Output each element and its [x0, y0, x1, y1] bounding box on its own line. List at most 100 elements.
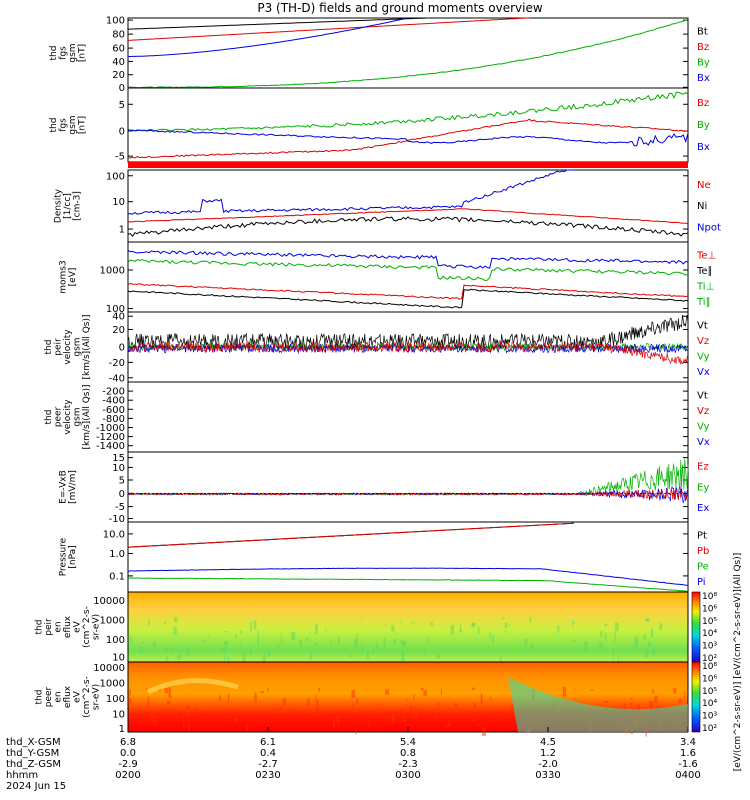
- spectrogram-streak: [406, 698, 408, 701]
- spectrogram-streak: [383, 638, 386, 648]
- y-tick-label: 15: [112, 453, 125, 464]
- spectrogram-streak: [349, 654, 353, 658]
- legend-entry: Ey: [697, 482, 709, 493]
- spectrogram-streak: [155, 716, 157, 726]
- y-tick-label: 5: [119, 100, 125, 111]
- legend-entry: Bz: [697, 98, 709, 109]
- spectrogram-streak: [309, 651, 313, 661]
- spectrogram-streak: [508, 624, 511, 627]
- spectrogram-streak: [173, 626, 177, 636]
- panel-ylabel-line: Pressure: [58, 537, 68, 576]
- y-tick-label: -600: [102, 405, 125, 416]
- spectrogram-streak: [130, 637, 133, 644]
- series-line: [127, 485, 689, 504]
- y-tick-label: 0.1: [109, 571, 125, 582]
- spectrogram-streak: [253, 620, 257, 630]
- spectrogram-streak: [233, 718, 236, 721]
- panel-ylabel-line: [mV/m]: [68, 470, 78, 504]
- spectrogram-streak: [400, 639, 403, 644]
- panel-ylabel-line: thd: [44, 410, 54, 425]
- legend-entry: Bt: [697, 27, 708, 38]
- spectrogram-streak: [298, 640, 303, 646]
- spectrogram-streak: [361, 643, 363, 654]
- spectrogram-streak: [399, 621, 402, 623]
- spectrogram-streak: [436, 652, 441, 659]
- spectrogram-streak: [393, 638, 397, 645]
- spectrogram-streak: [604, 632, 607, 642]
- y-tick-label: -40: [109, 373, 125, 384]
- panel-ylabel-line: en: [54, 621, 64, 632]
- panel-ylabel-line: gsm: [73, 407, 83, 426]
- mode-bar: [128, 162, 688, 168]
- spectrogram-streak: [645, 618, 649, 622]
- spectrogram-streak: [420, 687, 424, 691]
- series-line: [127, 458, 689, 497]
- spectrogram-streak: [644, 647, 649, 658]
- panel-ylabel-line: (cm^2-s-: [82, 676, 92, 718]
- legend-entry: Vy: [697, 422, 710, 433]
- spectrogram-streak: [427, 636, 430, 644]
- spectrogram-streak: [654, 695, 658, 704]
- panel-ylabel-line: thd: [35, 620, 45, 635]
- panel-ylabel-line: thd: [44, 340, 54, 355]
- spectrogram-streak: [651, 647, 656, 655]
- spectrogram-streak: [623, 706, 626, 708]
- y-tick-label: 40: [112, 57, 125, 68]
- series-line: [127, 577, 689, 592]
- spectrogram-streak: [629, 702, 633, 706]
- spectrogram-streak: [157, 716, 160, 719]
- y-tick-label: 10: [112, 197, 125, 208]
- spectrogram-streak: [202, 639, 205, 643]
- spectrogram-streak: [257, 636, 260, 646]
- spectrogram-streak: [292, 708, 296, 710]
- y-tick-label: 0: [119, 343, 125, 354]
- panel-ylabel-line: peer: [44, 686, 54, 707]
- series-line: [127, 169, 574, 215]
- legend-entry: Bx: [697, 73, 710, 84]
- series-line: [127, 488, 689, 501]
- spectrogram-streak: [678, 698, 683, 704]
- x-row-label: thd_Y-GSM: [6, 748, 59, 759]
- y-tick-label: 0: [119, 126, 125, 137]
- spectrogram-streak: [375, 643, 378, 652]
- y-tick-label: 60: [112, 44, 125, 55]
- spectrogram-streak: [128, 697, 132, 704]
- spectrogram-streak: [391, 713, 395, 724]
- panel-ylabel-line: peir: [44, 618, 54, 636]
- spectrogram-streak: [459, 628, 463, 633]
- colorbar-tick-label: 10⁵: [702, 617, 717, 627]
- colorbar-tick-label: 10³: [702, 642, 717, 652]
- panel-ylabel-line: eV: [73, 690, 83, 703]
- series-line: [127, 216, 689, 238]
- y-tick-label: -1400: [96, 441, 125, 452]
- spectrogram-streak: [368, 719, 370, 727]
- x-tick-label: 6.1: [260, 737, 276, 748]
- spectrogram-streak: [280, 706, 283, 714]
- panel-ylabel-line: Density: [54, 188, 64, 223]
- spectrogram-streak: [574, 687, 576, 689]
- spectrogram-streak: [359, 618, 363, 620]
- spectrogram-region: [508, 677, 688, 732]
- spectrogram-streak: [401, 641, 406, 648]
- spectrogram-streak: [174, 616, 178, 623]
- spectrogram-streak: [356, 634, 358, 643]
- series-line: [127, 118, 689, 159]
- spectrogram-streak: [491, 635, 495, 643]
- colorbar-tick-label: 10²: [702, 724, 717, 734]
- legend-entry: Vt: [697, 321, 708, 332]
- x-tick-label: 5.4: [400, 737, 416, 748]
- x-tick-label: 0300: [395, 770, 420, 781]
- spectrogram-streak: [186, 712, 191, 717]
- series-line: [128, 18, 689, 89]
- series-line: [127, 249, 689, 269]
- spectrogram-streak: [562, 686, 566, 697]
- spectrogram-streak: [423, 690, 427, 696]
- spectrogram-streak: [471, 719, 475, 722]
- legend-entry: Ti∥: [696, 297, 711, 308]
- spectrogram-streak: [227, 693, 230, 703]
- spectrogram-streak: [186, 646, 189, 656]
- y-tick-label: 100: [106, 694, 125, 705]
- panel-ylabel-line: [nT]: [77, 116, 87, 134]
- spectrogram: [128, 592, 688, 662]
